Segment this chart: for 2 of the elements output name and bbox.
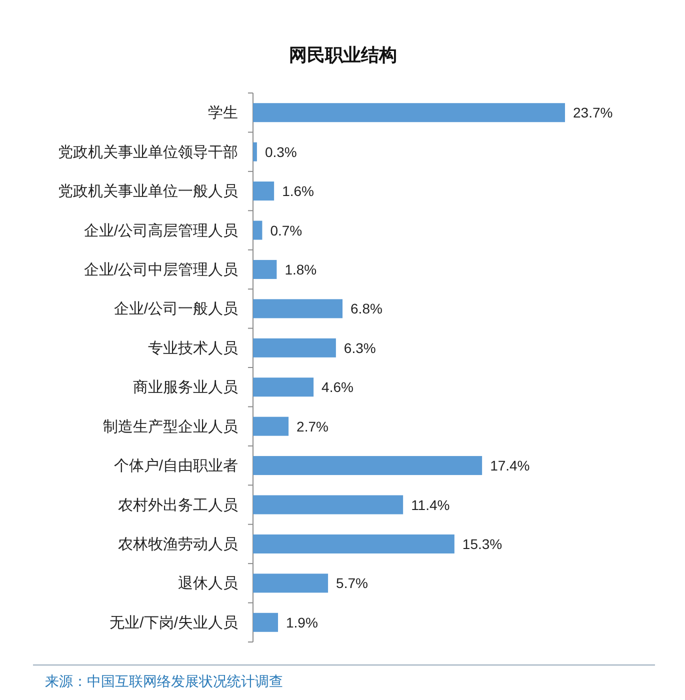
annotation: 来源：中国互联网络发展状况统计调查 [45,673,283,689]
title: 网民职业结构 [289,45,397,65]
